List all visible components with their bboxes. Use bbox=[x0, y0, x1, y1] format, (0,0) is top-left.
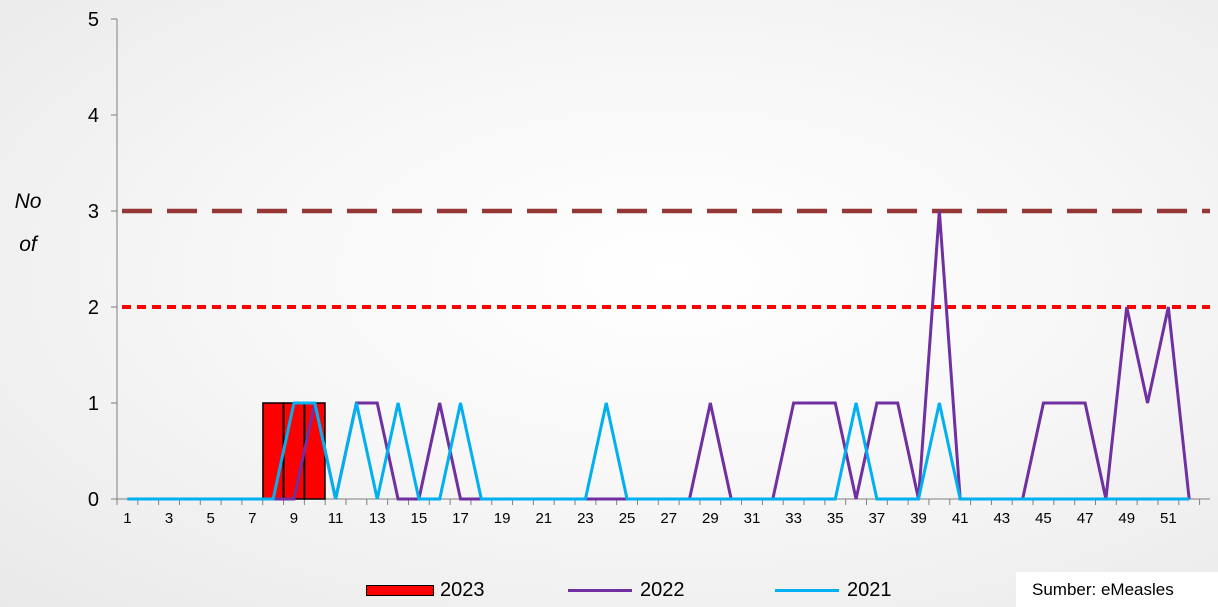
y-tick-label: 3 bbox=[88, 201, 99, 223]
x-tick-label: 51 bbox=[1160, 510, 1177, 527]
x-tick-label: 13 bbox=[369, 510, 386, 527]
x-tick-label: 41 bbox=[952, 510, 969, 527]
x-tick-label: 9 bbox=[290, 510, 298, 527]
y-axis-label-line-2: of bbox=[19, 233, 37, 256]
x-tick-label: 25 bbox=[619, 510, 636, 527]
x-tick-label: 17 bbox=[452, 510, 469, 527]
x-tick-label: 31 bbox=[744, 510, 761, 527]
x-tick-label: 37 bbox=[869, 510, 886, 527]
legend-item-2023: 2023 bbox=[366, 576, 485, 604]
x-tick-label: 43 bbox=[993, 510, 1010, 527]
y-tick-label: 5 bbox=[88, 9, 99, 31]
y-tick-label: 4 bbox=[88, 105, 99, 127]
legend-swatch-2021 bbox=[775, 588, 839, 592]
x-tick-label: 49 bbox=[1118, 510, 1135, 527]
legend-label-2023: 2023 bbox=[440, 578, 485, 601]
x-tick-label: 15 bbox=[411, 510, 428, 527]
source-note: Sumber: eMeasles bbox=[1016, 572, 1218, 607]
x-tick-label: 3 bbox=[165, 510, 173, 527]
x-tick-label: 39 bbox=[910, 510, 927, 527]
y-axis-label-line-1: No bbox=[14, 190, 42, 213]
bar-2023 bbox=[303, 402, 326, 500]
x-tick-label: 11 bbox=[328, 510, 344, 527]
series-line-2021 bbox=[127, 401, 1190, 501]
x-tick-label: 29 bbox=[702, 510, 719, 527]
x-tick-label: 47 bbox=[1077, 510, 1094, 527]
x-tick-label: 21 bbox=[535, 510, 552, 527]
legend-item-2021: 2021 bbox=[775, 576, 892, 604]
legend-label-2021: 2021 bbox=[847, 578, 892, 601]
x-tick-label: 45 bbox=[1035, 510, 1052, 527]
y-tick-label: 1 bbox=[88, 393, 99, 415]
x-tick-label: 23 bbox=[577, 510, 594, 527]
legend: 2023 2022 2021 bbox=[0, 576, 1218, 604]
y-tick-label: 0 bbox=[88, 489, 99, 511]
legend-swatch-2022 bbox=[568, 588, 632, 592]
x-tick-label: 5 bbox=[207, 510, 215, 527]
x-tick-label: 27 bbox=[660, 510, 677, 527]
bar-2023 bbox=[262, 402, 285, 500]
legend-label-2022: 2022 bbox=[640, 578, 685, 601]
x-tick-label: 19 bbox=[494, 510, 511, 527]
legend-swatch-2023 bbox=[366, 584, 434, 596]
bar-2023 bbox=[283, 402, 305, 500]
legend-item-2022: 2022 bbox=[568, 576, 685, 604]
x-tick-label: 33 bbox=[785, 510, 802, 527]
x-tick-label: 35 bbox=[827, 510, 844, 527]
x-tick-label: 1 bbox=[123, 510, 131, 527]
y-tick-label: 2 bbox=[88, 297, 99, 319]
x-tick-label: 7 bbox=[248, 510, 256, 527]
